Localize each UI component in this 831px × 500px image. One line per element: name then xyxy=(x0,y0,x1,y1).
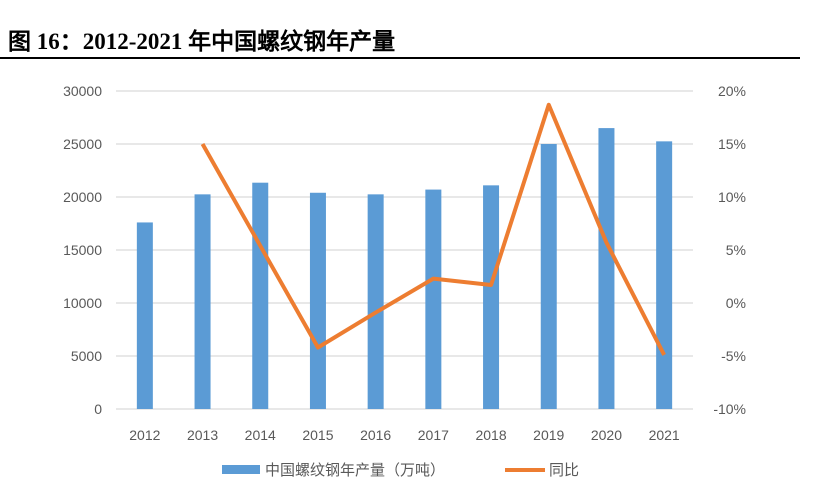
bar-2013 xyxy=(194,194,211,409)
bar-2018 xyxy=(483,185,500,409)
bar-2021 xyxy=(656,141,673,409)
x-tick-label: 2015 xyxy=(302,427,333,443)
left-tick-label: 10000 xyxy=(63,295,102,311)
right-tick-label: 0% xyxy=(726,295,746,311)
title-underline xyxy=(0,57,800,59)
x-tick-label: 2012 xyxy=(129,427,160,443)
x-tick-label: 2017 xyxy=(418,427,449,443)
left-tick-label: 5000 xyxy=(71,348,102,364)
bar-2020 xyxy=(598,128,615,409)
x-tick-label: 2016 xyxy=(360,427,391,443)
left-tick-label: 15000 xyxy=(63,242,102,258)
bar-2017 xyxy=(425,189,442,409)
legend-bar-swatch xyxy=(222,465,260,474)
left-tick-label: 0 xyxy=(94,401,102,417)
bar-2019 xyxy=(540,144,557,409)
x-tick-label: 2020 xyxy=(591,427,622,443)
bar-2016 xyxy=(367,194,384,409)
x-tick-label: 2021 xyxy=(649,427,680,443)
bar-2012 xyxy=(136,222,153,409)
right-tick-label: -10% xyxy=(713,401,746,417)
right-tick-label: 5% xyxy=(726,242,746,258)
right-tick-label: 10% xyxy=(718,189,746,205)
x-tick-label: 2014 xyxy=(245,427,276,443)
x-tick-label: 2018 xyxy=(475,427,506,443)
right-tick-label: 20% xyxy=(718,83,746,99)
bar-2015 xyxy=(309,192,326,409)
x-tick-label: 2019 xyxy=(533,427,564,443)
legend-bar-label: 中国螺纹钢年产量（万吨） xyxy=(265,462,445,479)
bar-2014 xyxy=(252,182,269,409)
right-tick-label: -5% xyxy=(721,348,746,364)
left-tick-label: 30000 xyxy=(63,83,102,99)
legend-line-label: 同比 xyxy=(549,462,579,479)
right-tick-label: 15% xyxy=(718,136,746,152)
figure-title: 图 16：2012-2021 年中国螺纹钢年产量 xyxy=(8,29,396,54)
left-tick-label: 20000 xyxy=(63,189,102,205)
left-tick-label: 25000 xyxy=(63,136,102,152)
x-tick-label: 2013 xyxy=(187,427,218,443)
